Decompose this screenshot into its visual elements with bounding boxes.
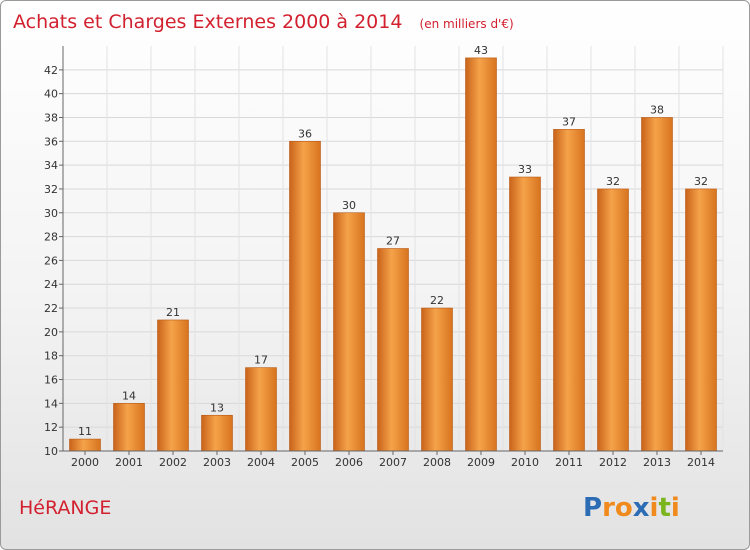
value-label-2005: 36 bbox=[298, 127, 312, 140]
x-tick-label-2006: 2006 bbox=[335, 456, 363, 469]
y-tick-label: 34 bbox=[44, 159, 58, 172]
logo-letter: x bbox=[633, 493, 650, 523]
value-label-2003: 13 bbox=[210, 401, 224, 414]
x-tick-label-2009: 2009 bbox=[467, 456, 495, 469]
y-tick-label: 10 bbox=[44, 445, 58, 458]
x-tick-label-2000: 2000 bbox=[71, 456, 99, 469]
value-label-2000: 11 bbox=[78, 425, 92, 438]
value-label-2009: 43 bbox=[474, 44, 488, 57]
value-label-2002: 21 bbox=[166, 306, 180, 319]
value-label-2004: 17 bbox=[254, 354, 268, 367]
logo-letter: r bbox=[602, 493, 615, 523]
value-label-2011: 37 bbox=[562, 115, 576, 128]
value-label-2013: 38 bbox=[650, 103, 664, 116]
y-tick-label: 32 bbox=[44, 183, 58, 196]
x-tick-label-2004: 2004 bbox=[247, 456, 275, 469]
bar-2002 bbox=[157, 319, 189, 452]
x-tick-label-2010: 2010 bbox=[511, 456, 539, 469]
bar-2014 bbox=[685, 188, 717, 452]
value-label-2010: 33 bbox=[518, 163, 532, 176]
bar-2013 bbox=[641, 117, 673, 452]
proxiti-logo: Proxiti bbox=[583, 493, 680, 523]
logo-letter: P bbox=[583, 493, 602, 523]
x-tick-label-2001: 2001 bbox=[115, 456, 143, 469]
bar-2000 bbox=[69, 438, 101, 452]
bar-2004 bbox=[245, 367, 277, 452]
x-tick-label-2003: 2003 bbox=[203, 456, 231, 469]
bar-2011 bbox=[553, 129, 585, 452]
value-label-2007: 27 bbox=[386, 235, 400, 248]
bar-2006 bbox=[333, 212, 365, 452]
axes: 10 12 14 16 18 20 22 24 26 28 30 32 34 36 38 40 42 2000 20… bbox=[44, 46, 723, 469]
logo-letter: o bbox=[615, 493, 633, 523]
chart-title-group: Achats et Charges Externes 2000 à 2014 (… bbox=[13, 11, 514, 33]
logo-letter: i bbox=[650, 493, 659, 523]
y-tick-label: 40 bbox=[44, 88, 58, 101]
x-tick-label-2011: 2011 bbox=[555, 456, 583, 469]
x-tick-label-2012: 2012 bbox=[599, 456, 627, 469]
bar-2007 bbox=[377, 248, 409, 452]
bars: 11 14 21 13 17 36 30 27 22 43 33 37 32 38 32 bbox=[69, 44, 717, 452]
value-label-2001: 14 bbox=[122, 389, 136, 402]
bar-2012 bbox=[597, 188, 629, 452]
y-tick-label: 28 bbox=[44, 231, 58, 244]
y-tick-label: 26 bbox=[44, 254, 58, 267]
logo-letter: i bbox=[671, 493, 680, 523]
y-tick-label: 20 bbox=[44, 326, 58, 339]
x-tick-label-2008: 2008 bbox=[423, 456, 451, 469]
y-tick-label: 36 bbox=[44, 135, 58, 148]
y-tick-label: 38 bbox=[44, 111, 58, 124]
value-label-2012: 32 bbox=[606, 175, 620, 188]
y-tick-label: 16 bbox=[44, 374, 58, 387]
y-tick-label: 14 bbox=[44, 397, 58, 410]
y-tick-label: 30 bbox=[44, 207, 58, 220]
value-label-2006: 30 bbox=[342, 199, 356, 212]
value-label-2008: 22 bbox=[430, 294, 444, 307]
y-tick-label: 12 bbox=[44, 421, 58, 434]
bar-2010 bbox=[509, 176, 541, 452]
x-tick-label-2014: 2014 bbox=[687, 456, 715, 469]
y-tick-label: 18 bbox=[44, 350, 58, 363]
y-tick-label: 42 bbox=[44, 64, 58, 77]
bar-2009 bbox=[465, 57, 497, 452]
logo-letter: t bbox=[658, 493, 670, 523]
value-label-2014: 32 bbox=[694, 175, 708, 188]
chart-title: Achats et Charges Externes 2000 à 2014 bbox=[13, 11, 402, 33]
bar-2005 bbox=[289, 140, 321, 452]
x-tick-label-2002: 2002 bbox=[159, 456, 187, 469]
x-tick-label-2013: 2013 bbox=[643, 456, 671, 469]
y-tick-label: 22 bbox=[44, 302, 58, 315]
chart-unit: (en milliers d'€) bbox=[420, 17, 514, 31]
bar-2003 bbox=[201, 414, 233, 452]
x-tick-label-2007: 2007 bbox=[379, 456, 407, 469]
bar-2008 bbox=[421, 307, 453, 452]
x-tick-label-2005: 2005 bbox=[291, 456, 319, 469]
y-tick-label: 24 bbox=[44, 278, 58, 291]
bar-2001 bbox=[113, 403, 145, 452]
place-name: HéRANGE bbox=[19, 497, 111, 519]
